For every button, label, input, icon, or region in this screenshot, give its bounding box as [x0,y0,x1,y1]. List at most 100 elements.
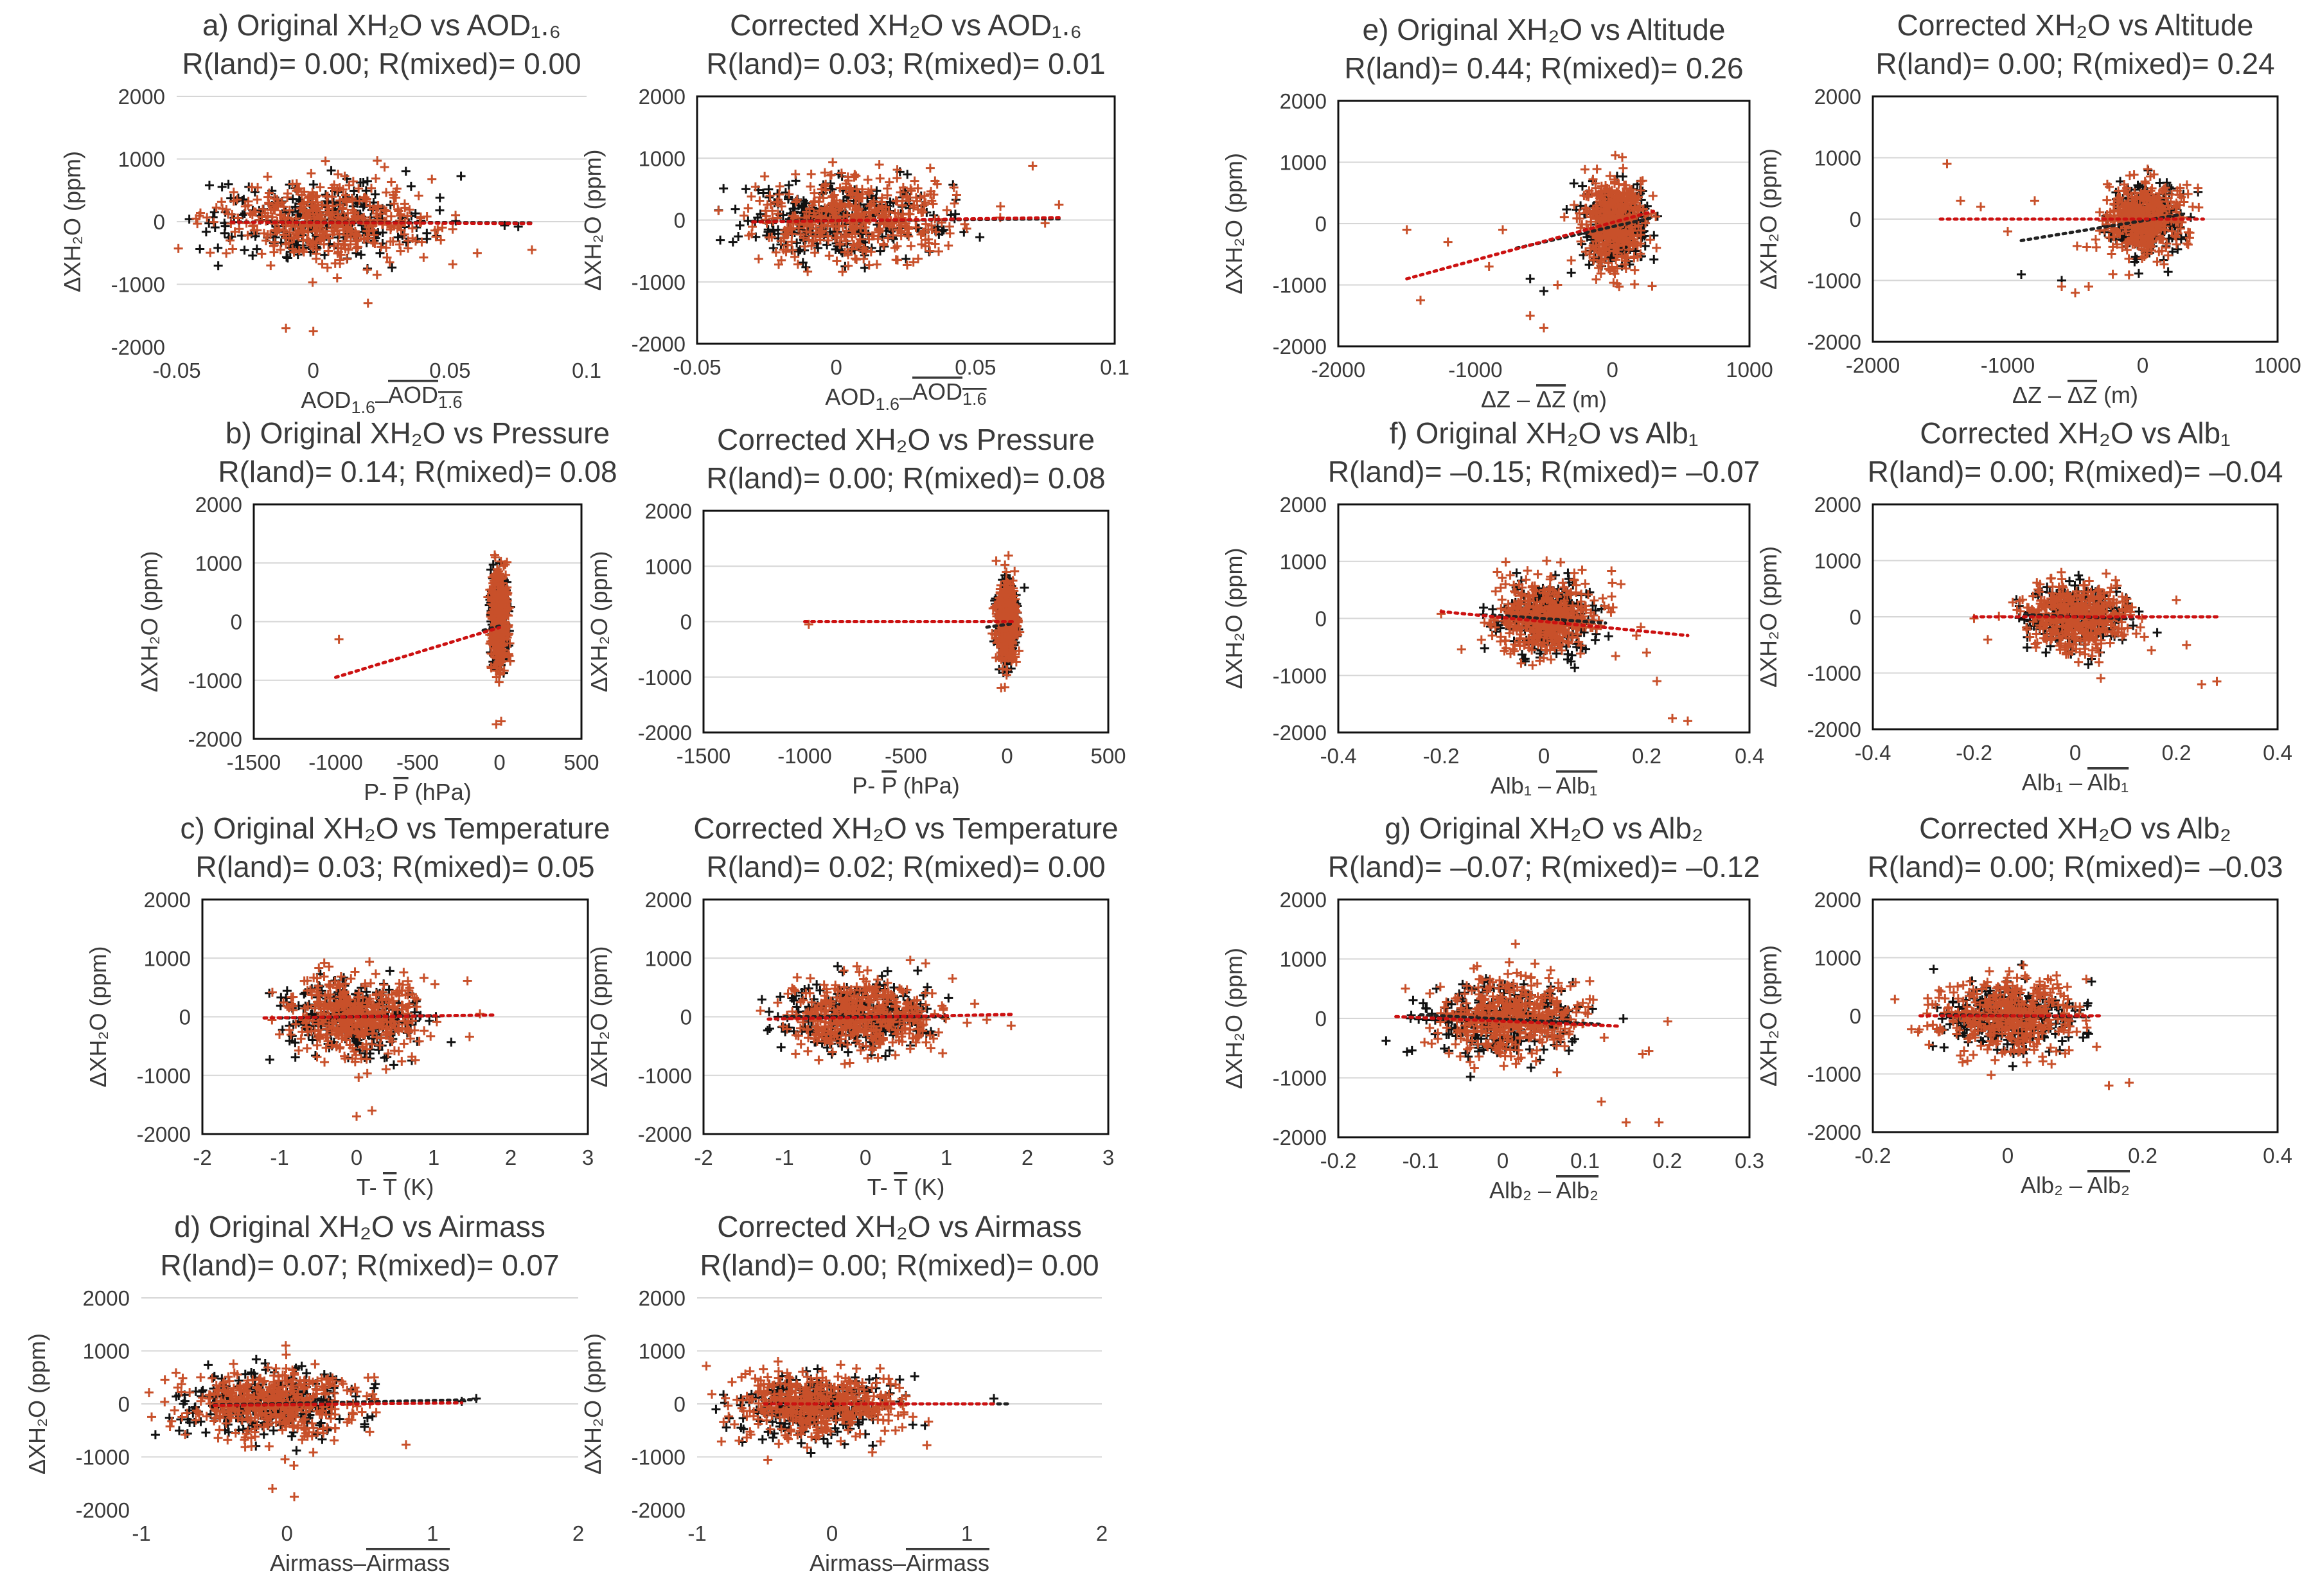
y-tick-label: 1000 [1280,151,1327,175]
y-axis-label: ΔXH₂O (ppm) [580,149,606,290]
y-tick-label: -2000 [1273,335,1327,359]
data-point [206,248,215,258]
y-tick-label: -1000 [188,669,242,693]
data-point [1630,265,1640,275]
data-point [1580,164,1589,174]
panel-r-values: R(land)= 0.00; R(mixed)= 0.00 [182,47,581,80]
data-point [2152,628,2162,637]
data-point [378,227,387,237]
data-point [332,273,342,283]
data-point [1542,556,1552,565]
y-tick-label: -1000 [1273,274,1327,297]
data-point [371,173,380,183]
data-point [754,254,763,263]
data-point [435,193,445,202]
data-point [252,244,261,254]
data-point [204,181,214,190]
panel-r-values: R(land)= 0.00; R(mixed)= –0.04 [1868,455,2283,488]
data-point [1592,164,1602,174]
data-point [213,243,223,253]
data-point [824,251,834,261]
panel-r-values: R(land)= –0.15; R(mixed)= –0.07 [1328,455,1760,488]
data-point [2072,241,2082,251]
data-point [222,249,231,258]
data-point [427,174,437,184]
y-tick-label: -2000 [638,721,692,745]
x-tick-label: 0 [1606,358,1618,382]
data-point [2003,227,2012,236]
data-point [1652,243,1661,253]
data-point [1566,268,1576,278]
panel-r-values: R(land)= 0.14; R(mixed)= 0.08 [218,455,617,488]
data-point [252,195,262,204]
data-point [2084,282,2093,292]
data-point [1521,575,1531,585]
panel-r-values: R(land)= 0.03; R(mixed)= 0.01 [706,47,1105,80]
x-tick-label: 0.2 [2162,741,2191,765]
y-tick-label: 2000 [195,493,242,517]
data-point [950,209,960,219]
panel-title: b) Original XH₂O vs Pressure [226,416,610,450]
y-axis-label: ΔXH₂O (ppm) [1221,153,1247,294]
panel-title: e) Original XH₂O vs Altitude [1363,13,1726,46]
y-tick-label: 0 [674,209,686,233]
x-tick-label: -0.05 [152,359,200,382]
data-point [791,170,801,179]
panel-r-values: R(land)= 0.44; R(mixed)= 0.26 [1344,51,1743,85]
data-point [1942,159,1952,169]
data-point [193,219,202,229]
data-point [1497,595,1507,605]
data-point [1000,560,1010,570]
data-point [204,218,214,228]
x-tick-label: -1500 [227,750,281,774]
data-point [1648,191,1658,200]
data-point [1652,677,1661,686]
data-point [925,163,935,173]
y-tick-label: 1000 [118,148,165,172]
data-point [321,156,330,166]
data-point [1584,590,1593,599]
data-point [1611,652,1620,661]
x-axis-label: P- P (hPa) [364,779,471,805]
data-point [435,206,445,215]
y-tick-label: -1000 [111,273,165,297]
panel-e-orig: e) Original XH₂O vs Altitude R(land)= 0.4… [1221,13,1773,412]
data-point [828,157,838,167]
x-tick-label: 0 [1001,744,1013,768]
data-point [2030,196,2039,206]
data-point [1402,225,1412,235]
x-tick-label: 0 [830,355,842,379]
data-point [2082,242,2092,252]
data-point [1028,161,1038,171]
data-point [714,206,723,215]
data-point [1498,225,1507,235]
data-point [1457,644,1466,654]
data-point [1577,565,1587,575]
data-point [308,326,318,336]
data-point [863,175,872,184]
y-tick-label: 0 [1850,208,1861,231]
data-point [456,172,466,181]
x-tick-label: -500 [396,750,439,774]
data-point [806,169,816,179]
data-point [942,206,952,215]
data-point [240,245,249,255]
data-point [735,220,745,230]
data-point [875,173,885,183]
data-point [1604,632,1613,641]
x-tick-label: 0.1 [1100,355,1129,379]
data-point [228,244,238,254]
data-point [1581,579,1590,589]
data-point [755,196,765,206]
y-tick-label: 2000 [639,85,686,109]
x-tick-label: -0.4 [1855,741,1891,765]
trendline-land [334,626,501,679]
data-point [760,172,770,181]
data-point [362,265,372,274]
x-tick-label: -0.2 [1956,741,1992,765]
data-point [1617,152,1627,162]
data-point [991,556,1001,566]
data-point [224,179,233,189]
